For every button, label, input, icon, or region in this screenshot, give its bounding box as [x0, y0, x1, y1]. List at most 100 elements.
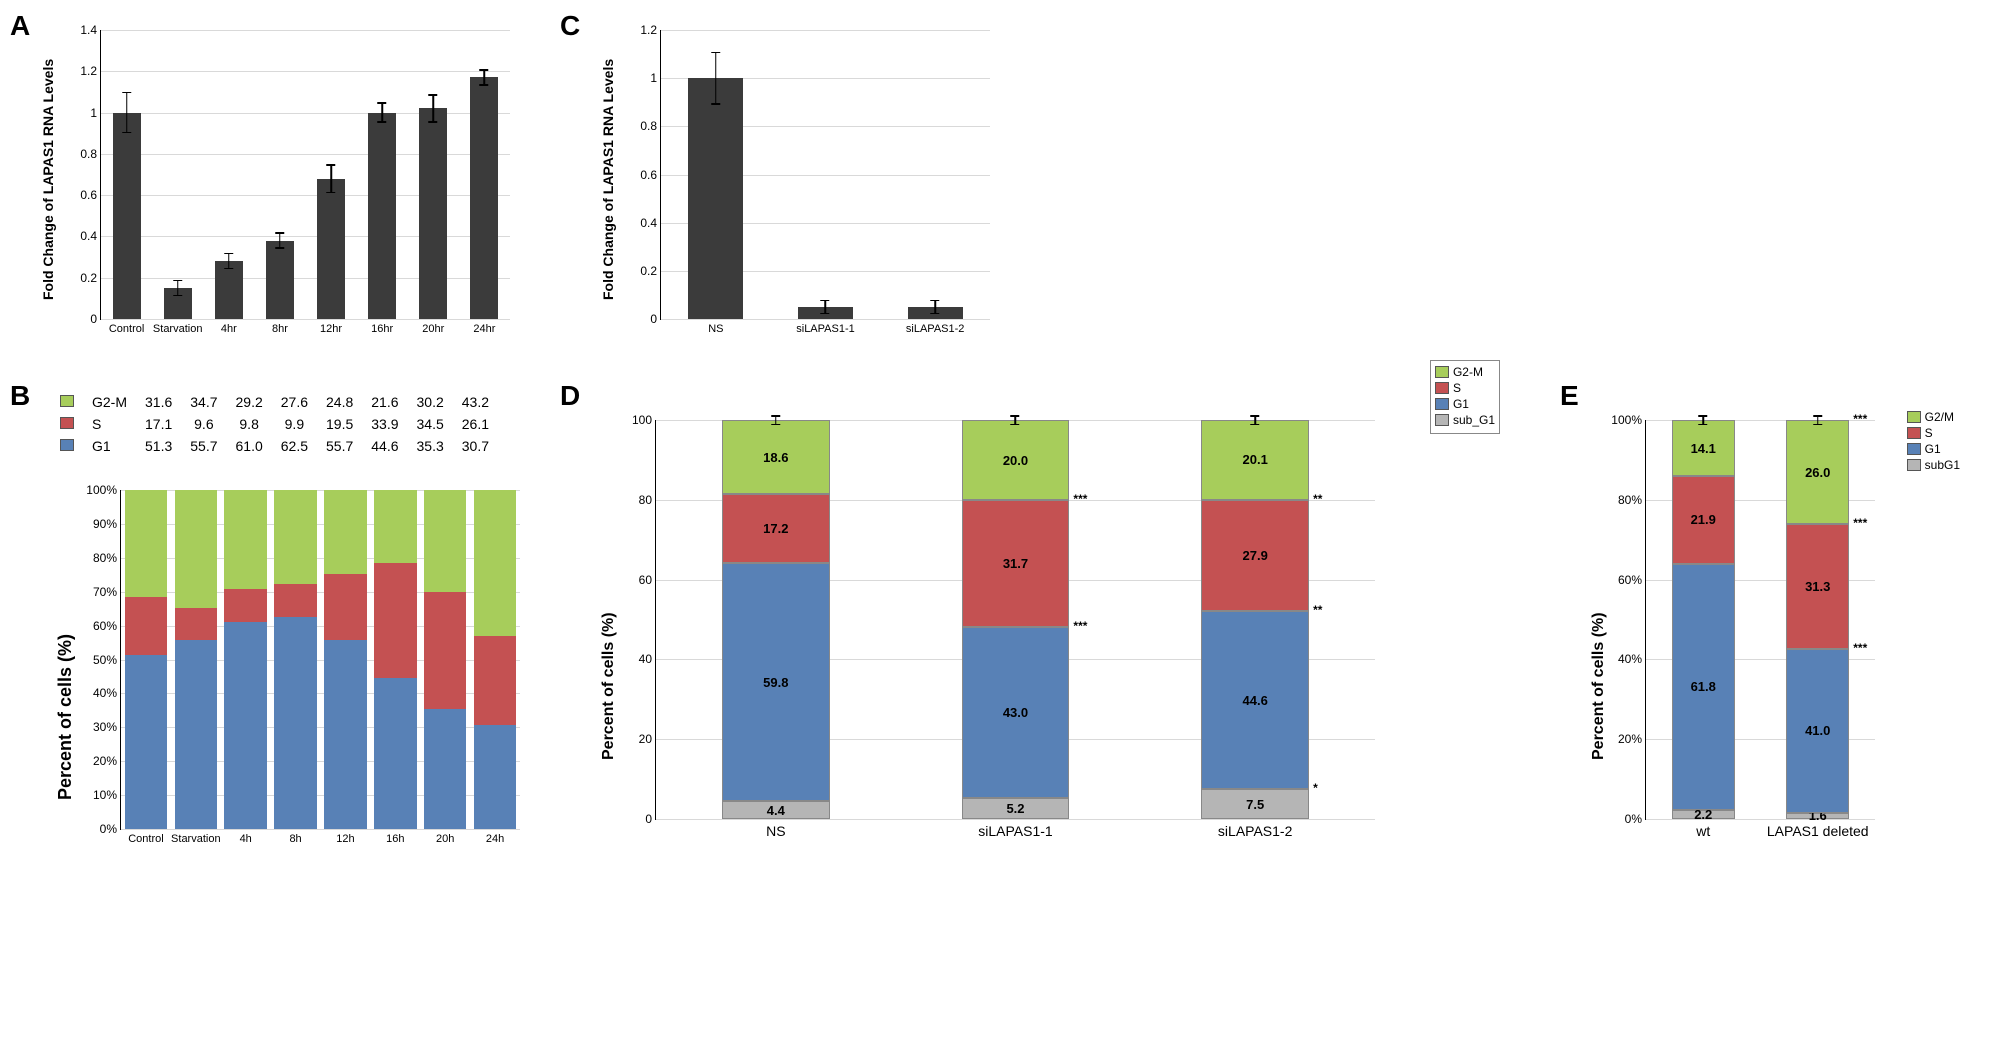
- error-bar: [1015, 415, 1017, 425]
- xtick: wt: [1696, 819, 1710, 839]
- legend-swatch: [1435, 398, 1449, 410]
- ytick: 0: [650, 312, 661, 326]
- significance-marker: ***: [1853, 641, 1867, 655]
- segment-s: 17.2: [722, 494, 830, 563]
- legend-swatch: [1907, 411, 1921, 423]
- ytick: 1: [90, 106, 101, 120]
- stacked-bar: [374, 490, 416, 829]
- table-row: G2-M31.634.729.227.624.821.630.243.2: [52, 392, 497, 412]
- ytick: 10%: [93, 788, 121, 802]
- cell: 21.6: [363, 392, 406, 412]
- significance-marker: ***: [1853, 516, 1867, 530]
- panel-d-label: D: [560, 380, 580, 412]
- legend-label: subG1: [1925, 458, 1960, 472]
- panel-c-chart: 00.20.40.60.811.2NSsiLAPAS1-1siLAPAS1-2: [660, 30, 990, 320]
- xtick: 12hr: [320, 319, 342, 335]
- significance-marker: ***: [1853, 412, 1867, 426]
- error-bar: [381, 102, 383, 123]
- ytick: 80%: [93, 551, 121, 565]
- ytick: 0: [645, 812, 656, 826]
- segment-subg1: 5.2: [962, 798, 1070, 819]
- cell: 9.6: [182, 414, 225, 434]
- legend-swatch: [1435, 382, 1449, 394]
- legend-row: sub_G1: [1435, 413, 1495, 427]
- ytick: 40: [639, 652, 656, 666]
- panel-b-table: G2-M31.634.729.227.624.821.630.243.2S17.…: [50, 390, 499, 458]
- xtick: NS: [708, 319, 723, 335]
- segment-s: 27.9: [1201, 500, 1309, 611]
- stacked-bar: 2.261.821.914.1: [1672, 420, 1735, 819]
- ytick: 20: [639, 732, 656, 746]
- ytick: 0.6: [80, 188, 101, 202]
- panel-b-chart: 0%10%20%30%40%50%60%70%80%90%100%Control…: [120, 490, 520, 830]
- legend-row: S: [1435, 381, 1495, 395]
- legend-swatch: [1907, 427, 1921, 439]
- segment-g2m: [424, 490, 466, 592]
- legend-label: G2/M: [1925, 410, 1954, 424]
- legend-label: G1: [1925, 442, 1941, 456]
- segment-s: [324, 574, 366, 640]
- legend-swatch: [1435, 366, 1449, 378]
- table-row: S17.19.69.89.919.533.934.526.1: [52, 414, 497, 434]
- bar: [164, 288, 192, 319]
- ytick: 20%: [93, 754, 121, 768]
- ytick: 90%: [93, 517, 121, 531]
- segment-s: [224, 589, 266, 622]
- bar: [215, 261, 243, 319]
- segment-g1: [224, 622, 266, 829]
- ytick: 100%: [1611, 413, 1646, 427]
- legend-row: G1: [1435, 397, 1495, 411]
- ytick: 0: [90, 312, 101, 326]
- stacked-bar: [424, 490, 466, 829]
- segment-s: [175, 608, 217, 641]
- panel-b-ylabel: Percent of cells (%): [55, 634, 76, 800]
- xtick: 16h: [386, 829, 404, 845]
- ytick: 1.2: [80, 64, 101, 78]
- cell: 61.0: [228, 436, 271, 456]
- ytick: 80: [639, 493, 656, 507]
- bar: [419, 108, 447, 319]
- panel-a: A Fold Change of LAPAS1 RNA Levels 00.20…: [10, 10, 530, 360]
- bar: [368, 113, 396, 319]
- gridline: [661, 30, 990, 31]
- error-bar: [1254, 415, 1256, 425]
- cell: 51.3: [137, 436, 180, 456]
- ytick: 50%: [93, 653, 121, 667]
- cell: 43.2: [454, 392, 497, 412]
- cell: 34.5: [409, 414, 452, 434]
- legend-swatch: [1435, 414, 1449, 426]
- xtick: 4hr: [221, 319, 237, 335]
- ytick: 80%: [1618, 493, 1646, 507]
- gridline: [101, 195, 510, 196]
- ytick: 0.4: [640, 216, 661, 230]
- segment-g1: [175, 640, 217, 829]
- cell: 17.1: [137, 414, 180, 434]
- cell: 35.3: [409, 436, 452, 456]
- panel-e-label: E: [1560, 380, 1579, 412]
- cell: 44.6: [363, 436, 406, 456]
- ytick: 0.4: [80, 229, 101, 243]
- legend-row: G1: [1907, 442, 1960, 456]
- bar: [113, 113, 141, 319]
- xtick: Control: [109, 319, 144, 335]
- panel-d: D G2-MSG1sub_G1 Percent of cells (%) 020…: [560, 380, 1530, 880]
- ytick: 30%: [93, 720, 121, 734]
- segment-g1: [474, 725, 516, 829]
- xtick: Control: [128, 829, 163, 845]
- significance-marker: ***: [1073, 619, 1087, 633]
- segment-g2m: [224, 490, 266, 589]
- segment-subg1: 2.2: [1672, 810, 1735, 819]
- bar: [470, 77, 498, 319]
- xtick: 8h: [289, 829, 301, 845]
- ytick: 1.4: [80, 23, 101, 37]
- panel-c: C Fold Change of LAPAS1 RNA Levels 00.20…: [560, 10, 1040, 360]
- legend-label: S: [1453, 381, 1461, 395]
- legend-row: G2/M: [1907, 410, 1960, 424]
- xtick: LAPAS1 deleted: [1767, 819, 1869, 839]
- swatch: [60, 417, 74, 429]
- cell: 9.8: [228, 414, 271, 434]
- ytick: 40%: [1618, 652, 1646, 666]
- segment-g2m: 18.6: [722, 420, 830, 494]
- stacked-bar: [175, 490, 217, 829]
- bar: [798, 307, 853, 319]
